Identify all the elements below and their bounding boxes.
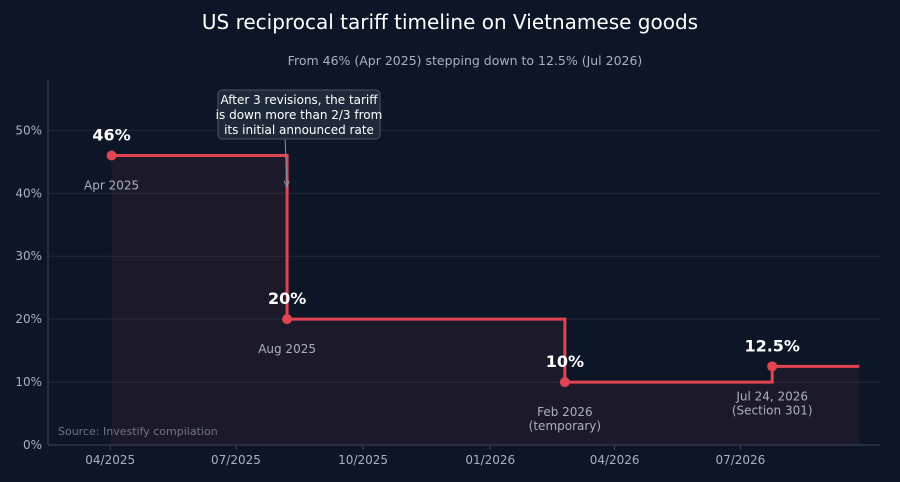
step-area-fill — [111, 155, 860, 445]
x-tick-label: 01/2026 — [465, 453, 515, 467]
x-tick-label: 04/2025 — [85, 453, 135, 467]
y-tick-label: 50% — [15, 123, 42, 137]
callout-text: After 3 revisions, the tariff is down mor… — [216, 93, 383, 137]
data-point-value-label: 20% — [268, 289, 306, 308]
label-layer: 46% Apr 2025 20% Aug 2025 10% Feb 2026 (tempor… — [84, 126, 813, 434]
y-tick-label: 40% — [15, 186, 42, 200]
x-tick-label: 07/2026 — [715, 453, 765, 467]
chart-title: US reciprocal tariff timeline on Vietnam… — [202, 10, 698, 34]
callout-box — [217, 89, 381, 140]
data-point-value-label: 12.5% — [744, 336, 800, 355]
callout-layer: After 3 revisions, the tariff is down mor… — [216, 89, 383, 189]
source-note: Source: Investify compilation — [58, 425, 218, 438]
data-point-date-label: Feb 2026 (temporary) — [529, 405, 601, 433]
y-tick-label: 0% — [23, 438, 42, 452]
y-tick-label: 10% — [15, 375, 42, 389]
data-point-marker — [106, 150, 117, 161]
data-point-marker — [767, 361, 778, 372]
data-point-value-label: 46% — [92, 126, 130, 145]
data-point-date-label: Jul 24, 2026 (Section 301) — [732, 389, 813, 417]
x-tick-label: 04/2026 — [590, 453, 640, 467]
x-tick-label: 10/2025 — [338, 453, 388, 467]
callout-arrow — [284, 138, 288, 188]
chart-subtitle: From 46% (Apr 2025) stepping down to 12.… — [288, 53, 643, 68]
data-point-value-label: 10% — [546, 352, 584, 371]
data-point-date-label: Aug 2025 — [258, 342, 316, 356]
axis-layer: 0% 10% 20% 30% 40% 50% 04/2025 07/2025 10/2025 01… — [15, 80, 880, 467]
area-layer — [111, 155, 860, 445]
data-point-marker — [282, 314, 293, 325]
callout-arrowhead — [283, 180, 290, 189]
y-tick-label: 20% — [15, 312, 42, 326]
data-point-marker — [559, 377, 570, 388]
data-point-date-label: Apr 2025 — [84, 179, 139, 193]
x-tick-label: 07/2025 — [211, 453, 261, 467]
y-tick-label: 30% — [15, 249, 42, 263]
